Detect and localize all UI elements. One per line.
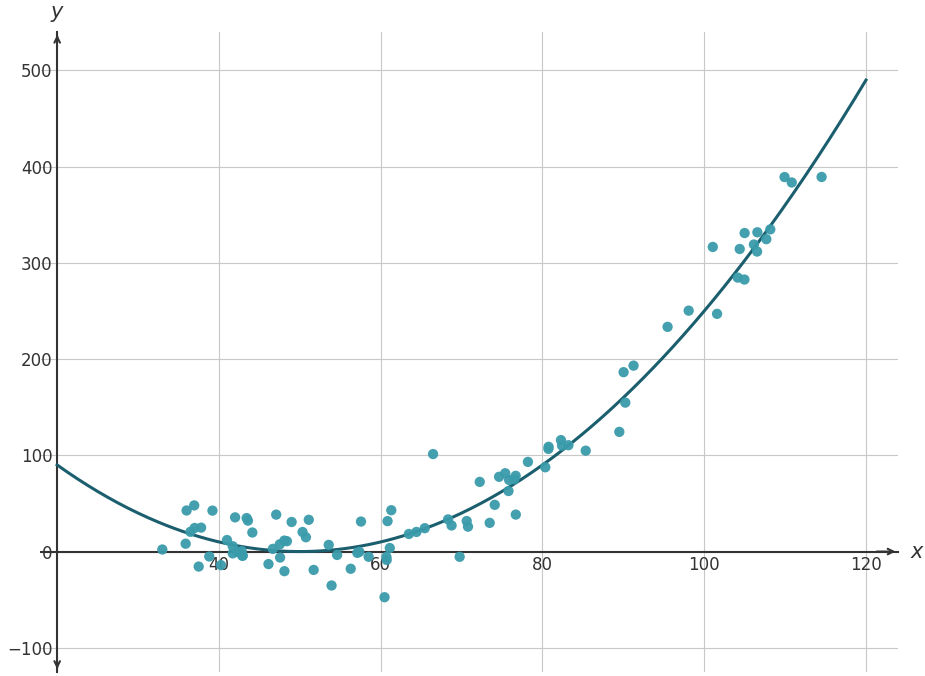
Point <box>777 172 792 183</box>
Point <box>362 552 376 562</box>
Point <box>440 514 455 525</box>
Point <box>444 520 459 531</box>
Point <box>350 548 364 558</box>
Point <box>279 536 294 547</box>
Point <box>302 514 316 525</box>
Point <box>626 360 641 371</box>
Point <box>616 367 631 378</box>
Point <box>487 500 502 510</box>
Point <box>750 227 765 238</box>
Point <box>555 440 570 451</box>
Point <box>507 474 522 485</box>
Point <box>509 509 524 520</box>
Point <box>618 397 633 408</box>
Point <box>452 552 467 562</box>
Point <box>306 564 321 575</box>
Point <box>228 512 242 523</box>
Point <box>324 580 339 591</box>
Point <box>409 527 424 537</box>
Point <box>277 535 291 546</box>
Point <box>154 544 169 555</box>
Text: y: y <box>51 3 64 22</box>
Text: x: x <box>910 541 923 562</box>
Point <box>235 550 250 561</box>
Point <box>501 485 516 496</box>
Point <box>384 505 399 516</box>
Point <box>273 552 288 563</box>
Point <box>343 563 358 574</box>
Point <box>561 440 576 451</box>
Point <box>284 516 299 527</box>
Point <box>578 445 593 456</box>
Point <box>380 516 395 527</box>
Point <box>191 561 206 572</box>
Point <box>417 523 432 533</box>
Point <box>553 435 568 445</box>
Point <box>193 523 208 533</box>
Point <box>426 449 440 460</box>
Point <box>731 272 746 283</box>
Point <box>226 548 240 559</box>
Point <box>737 274 752 285</box>
Point <box>269 509 284 520</box>
Point <box>179 505 194 516</box>
Point <box>235 550 250 561</box>
Point <box>240 515 255 526</box>
Point <box>277 566 291 577</box>
Point <box>749 246 764 257</box>
Point <box>379 554 394 565</box>
Point <box>763 224 778 235</box>
Point <box>179 538 193 549</box>
Point <box>460 516 475 527</box>
Point <box>746 239 761 250</box>
Point <box>353 516 368 527</box>
Point <box>321 539 336 550</box>
Point <box>379 552 394 562</box>
Point <box>272 539 287 550</box>
Point <box>660 322 675 333</box>
Point <box>473 477 487 487</box>
Point <box>498 468 512 479</box>
Point <box>709 308 724 319</box>
Point <box>205 505 220 516</box>
Point <box>226 541 240 552</box>
Point <box>245 527 260 538</box>
Point <box>492 471 507 482</box>
Point <box>682 306 697 316</box>
Point <box>501 475 516 485</box>
Point <box>230 547 245 558</box>
Point <box>737 228 752 239</box>
Point <box>299 532 314 543</box>
Point <box>187 500 202 511</box>
Point <box>733 243 747 254</box>
Point <box>240 512 254 523</box>
Point <box>758 234 773 245</box>
Point <box>706 241 721 252</box>
Point <box>187 523 202 533</box>
Point <box>784 177 799 188</box>
Point <box>295 527 310 537</box>
Point <box>401 529 416 539</box>
Point <box>183 527 198 537</box>
Point <box>482 517 497 528</box>
Point <box>377 592 392 602</box>
Point <box>461 521 475 532</box>
Point <box>509 470 524 481</box>
Point <box>202 551 216 562</box>
Point <box>265 544 280 554</box>
Point <box>612 427 627 437</box>
Point <box>382 543 397 554</box>
Point <box>219 535 234 546</box>
Point <box>261 558 276 569</box>
Point <box>352 546 367 557</box>
Point <box>814 172 829 183</box>
Point <box>329 550 344 560</box>
Point <box>214 560 228 571</box>
Point <box>541 441 556 452</box>
Point <box>541 443 556 454</box>
Point <box>538 462 553 473</box>
Point <box>521 456 536 467</box>
Point <box>234 546 249 556</box>
